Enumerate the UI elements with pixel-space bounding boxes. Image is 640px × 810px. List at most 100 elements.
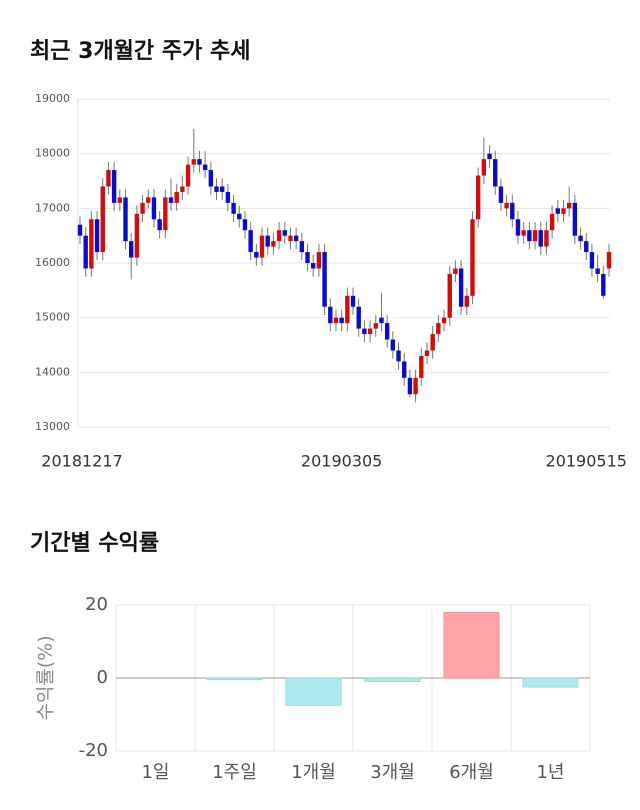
candle-body [447, 273, 452, 318]
candle-body [174, 191, 179, 203]
bar [206, 677, 263, 681]
candle-body [89, 219, 94, 269]
candle-body [328, 306, 333, 324]
candle-body [202, 164, 208, 171]
candle-body [242, 219, 248, 231]
candle-body [276, 230, 282, 242]
candle-body [237, 213, 242, 220]
candle-body [436, 323, 441, 335]
x-tick-label: 20190515 [546, 452, 627, 471]
candle-body [521, 230, 526, 236]
candle-body [498, 186, 504, 203]
x-tick-label: 1개월 [291, 762, 336, 783]
candle-body [191, 159, 196, 165]
candle-body [316, 252, 322, 269]
y-tick-label: 15000 [35, 311, 70, 324]
candle-body [561, 208, 566, 214]
y-tick-label: 17000 [35, 201, 70, 214]
candle-body [424, 350, 430, 356]
candle-body [396, 350, 401, 362]
candle-body [248, 230, 253, 253]
candle-body [430, 334, 435, 351]
candle-body [185, 164, 191, 187]
candle-body [117, 197, 123, 203]
candle-body [134, 213, 140, 258]
candle-body [402, 361, 407, 378]
candle-body [350, 295, 356, 307]
candle-body [515, 219, 521, 236]
candle-body [390, 339, 396, 351]
chart-title: 기간별 수익률 [30, 531, 159, 556]
candle-body [379, 317, 384, 324]
candle-body [493, 159, 498, 187]
candle-body [538, 230, 543, 247]
x-tick-label: 1주일 [212, 762, 257, 783]
candle-body [180, 186, 185, 192]
x-tick-label: 6개월 [449, 762, 494, 783]
candle-body [128, 241, 134, 258]
candle-body [151, 197, 157, 220]
candle-body [163, 197, 168, 231]
candle-body [407, 377, 413, 395]
candle-body [373, 323, 378, 329]
bar [285, 677, 342, 706]
candle-body [146, 197, 151, 203]
candle-body [288, 235, 293, 242]
candle-body [311, 263, 316, 269]
candle-body [441, 317, 447, 324]
candle-body [214, 186, 219, 192]
candle-body [345, 295, 350, 324]
candle-body [208, 170, 214, 187]
candle-body [157, 219, 162, 231]
candle-body [601, 273, 606, 296]
candle-body [123, 197, 128, 242]
bar [364, 677, 421, 682]
candle-body [333, 317, 339, 324]
candle-body [271, 241, 276, 247]
candle-body [322, 252, 327, 307]
bar [522, 677, 579, 688]
candle-body [532, 230, 538, 242]
candle-body [140, 202, 145, 214]
candle-body [356, 306, 361, 329]
candle-body [384, 323, 390, 340]
candle-body [100, 186, 105, 253]
x-tick-label: 20190305 [301, 452, 382, 471]
candle-body [481, 159, 487, 176]
y-tick-label: -20 [79, 740, 108, 761]
candle-body [339, 317, 344, 324]
bar [443, 611, 500, 679]
candle-body [470, 219, 475, 296]
candle-body [111, 170, 117, 203]
y-tick-label: 16000 [35, 256, 70, 269]
x-tick-label: 1일 [141, 762, 169, 783]
candle-body [475, 175, 481, 220]
candle-body [589, 252, 595, 269]
candle-body [413, 377, 418, 395]
candle-body [555, 208, 561, 214]
candle-body [77, 224, 83, 236]
candle-body [578, 235, 583, 242]
candle-body [168, 197, 174, 203]
x-tick-label: 1년 [536, 762, 564, 783]
y-tick-label: 14000 [35, 365, 70, 378]
y-tick-label: 20 [85, 594, 108, 615]
x-tick-label: 3개월 [370, 762, 415, 783]
candle-body [584, 241, 589, 253]
y-tick-label: 19000 [35, 92, 70, 105]
candle-body [282, 230, 287, 236]
x-tick-label: 20181217 [41, 452, 122, 471]
candle-body [572, 202, 578, 236]
candle-body [265, 235, 270, 247]
candle-body [566, 202, 572, 209]
candle-body [225, 191, 231, 203]
candle-body [197, 159, 202, 165]
y-axis-label: 수익률(%) [35, 635, 57, 720]
candle-body [305, 252, 310, 263]
candle-body [259, 235, 265, 258]
candle-body [606, 252, 612, 269]
candle-body [83, 235, 88, 269]
candle-body [362, 328, 367, 335]
candle-body [419, 355, 424, 378]
